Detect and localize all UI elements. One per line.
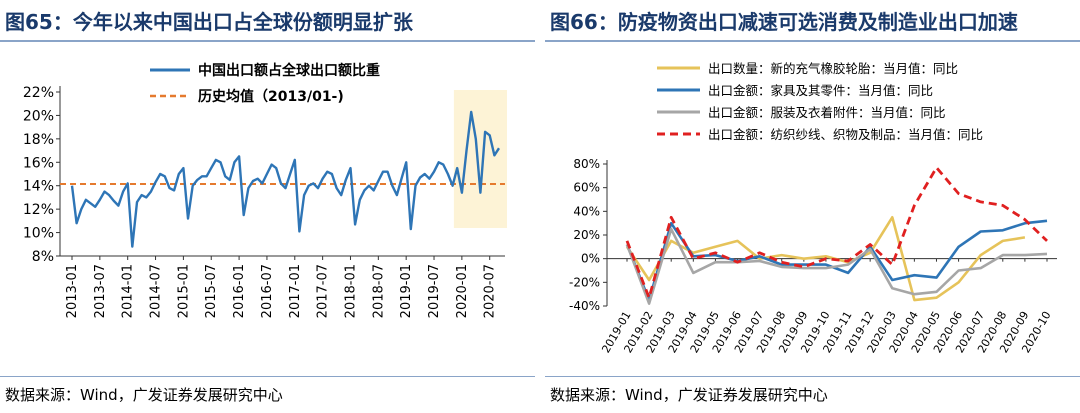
y-tick-label: 20%: [23, 108, 54, 124]
y-tick-label: 18%: [23, 132, 54, 148]
y-tick-label: -40%: [569, 299, 600, 313]
figure-65-title: 图65：今年以来中国出口占全球份额明显扩张: [5, 10, 413, 34]
y-tick-label: 22%: [23, 85, 54, 101]
figure-65-chart: 8% 10% 12% 14% 16% 18% 20% 22% 2013-01 2013-07 201…: [23, 62, 507, 318]
x-tick-label: 2013-01: [65, 264, 80, 318]
y-tick-label: 40%: [573, 204, 600, 218]
x-tick-label: 2017-07: [316, 264, 331, 318]
export-share-series-line: [70, 110, 501, 248]
source-rule: [545, 376, 1080, 377]
y-tick-label: 0%: [581, 252, 600, 266]
x-tick-label: 2016-01: [232, 264, 247, 318]
y-tick-label: 8%: [32, 249, 54, 265]
x-tick-label: 2015-01: [176, 264, 191, 318]
legend: 出口数量：新的充气橡胶轮胎：当月值：同比出口金额：家具及其零件：当月值：同比出口…: [657, 61, 983, 142]
x-tick-label: 2019-07: [427, 264, 442, 318]
figure-66-panel: 图66：防疫物资出口减速可选消费及制造业出口加速 -40% -20% 0% 20% 40…: [545, 0, 1080, 413]
legend-label-mean: 历史均值（2013/01-): [198, 88, 344, 105]
series-line-3: [625, 227, 1048, 305]
figure-66-title: 图66：防疫物资出口减速可选消费及制造业出口加速: [550, 10, 1018, 34]
y-tick-label: 10%: [23, 226, 54, 242]
x-tick-label: 2013-07: [93, 264, 108, 318]
legend-label-3: 出口金额：服装及衣着附件：当月值：同比: [708, 105, 946, 120]
x-tick-label: 2019-01: [399, 264, 414, 318]
y-tick-label: 14%: [23, 179, 54, 195]
figure-65-panel: 图65：今年以来中国出口占全球份额明显扩张 8% 10% 12% 14% 16% 18% 2…: [0, 0, 535, 413]
x-tick-label: 2020-01: [455, 264, 470, 318]
legend-label-share: 中国出口额占全球出口额比重: [198, 62, 380, 79]
series-line-2: [625, 219, 1048, 302]
title-rule: [0, 40, 535, 42]
figure-66-source: 数据来源：Wind，广发证券发展研究中心: [550, 386, 828, 404]
figure-66-chart: -40%-20%0%20%40%60%80%2019-012019-022019…: [569, 61, 1057, 355]
legend-label-2: 出口金额：家具及其零件：当月值：同比: [708, 83, 933, 98]
legend-label-1: 出口数量：新的充气橡胶轮胎：当月值：同比: [708, 61, 958, 76]
x-tick-label: 2014-01: [121, 264, 136, 318]
series-line-4: [625, 166, 1048, 300]
title-rule: [545, 40, 1080, 42]
x-tick-label: 2020-07: [483, 264, 498, 318]
y-tick-label: 80%: [573, 157, 600, 171]
y-tick-label: 16%: [23, 155, 54, 171]
x-tick-label: 2015-07: [204, 264, 219, 318]
y-tick-label: -20%: [569, 275, 600, 289]
highlight-band: [453, 90, 507, 228]
source-rule: [0, 376, 535, 377]
series-line-1: [625, 216, 1026, 302]
y-tick-label: 60%: [573, 181, 600, 195]
x-tick-label: 2014-07: [149, 264, 164, 318]
x-tick-label: 2018-07: [371, 264, 386, 318]
x-tick-label: 2016-07: [260, 264, 275, 318]
figure-65-source: 数据来源：Wind，广发证券发展研究中心: [5, 386, 283, 404]
x-tick-label: 2018-01: [343, 264, 358, 318]
y-tick-label: 20%: [573, 228, 600, 242]
x-tick-label: 2017-01: [288, 264, 303, 318]
legend-label-4: 出口金额：纺织纱线、织物及制品：当月值：同比: [708, 127, 983, 142]
y-tick-label: 12%: [23, 202, 54, 218]
